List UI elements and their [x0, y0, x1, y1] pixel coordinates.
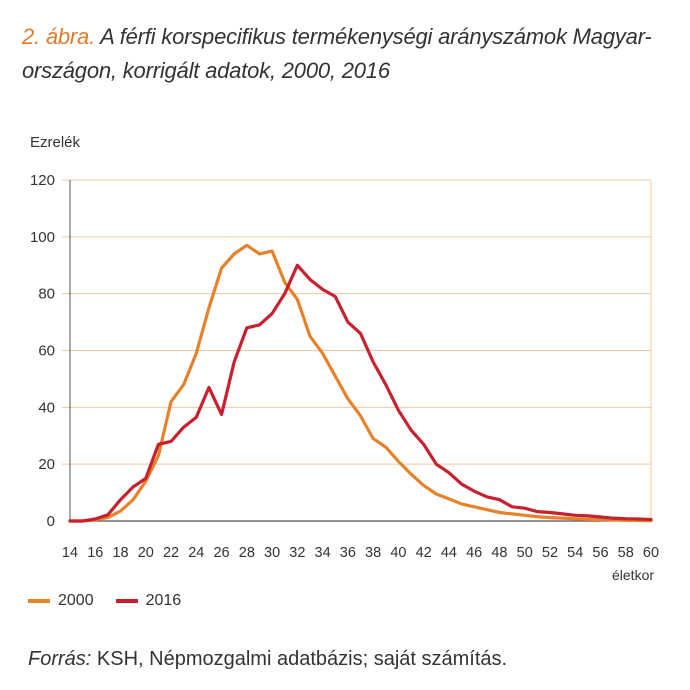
x-tick-label: 14 [62, 545, 78, 561]
x-tick-label: 56 [592, 545, 608, 561]
figure-label: 2. ábra. [22, 24, 96, 49]
x-tick-label: 30 [264, 545, 280, 561]
x-tick-label: 22 [163, 545, 179, 561]
legend-label-2016: 2016 [145, 592, 182, 609]
source-text: KSH, Népmozgalmi adatbázis; saját számít… [96, 648, 508, 670]
y-tick-label: 100 [30, 229, 55, 246]
y-tick-label: 0 [47, 513, 55, 530]
legend-swatch-2000 [28, 599, 50, 603]
x-tick-label: 52 [542, 545, 558, 561]
axis-layer: 0 20 40 60 80 100 120 14 16 18 20 22 24 26 28 30 32 34 36 3… [30, 172, 659, 561]
source-label: Forrás: [28, 648, 92, 670]
x-tick-label: 58 [618, 545, 634, 561]
grid-layer [62, 179, 652, 521]
x-tick-label: 36 [340, 545, 356, 561]
x-tick-label: 20 [138, 545, 154, 561]
x-tick-label: 50 [517, 545, 533, 561]
y-tick-label: 60 [38, 343, 55, 360]
x-tick-label: 38 [365, 545, 381, 561]
legend-label-2000: 2000 [58, 592, 94, 609]
figure-title: 2. ábra. A férfi korspecifikus termékeny… [22, 20, 672, 88]
legend-item-2000: 2000 [28, 592, 94, 610]
legend: 2000 2016 [28, 592, 203, 610]
x-tick-label: 54 [567, 545, 583, 561]
figure-title-line2: országon, korrigált adatok, 2000, 2016 [22, 58, 390, 83]
series-line-2016 [68, 263, 653, 523]
x-tick-label: 18 [112, 545, 128, 561]
x-tick-label: 34 [315, 545, 331, 561]
y-tick-label: 120 [30, 172, 55, 189]
y-axis-label: Ezrelék [30, 134, 81, 151]
x-tick-label: 42 [416, 545, 432, 561]
x-tick-label: 60 [643, 545, 659, 561]
legend-swatch-2016 [115, 599, 138, 603]
series-layer [68, 243, 653, 523]
figure-title-line1: A férfi korspecifikus termékenységi arán… [100, 24, 652, 49]
series-line-2000 [68, 243, 653, 523]
y-tick-label: 40 [38, 399, 55, 416]
x-tick-label: 26 [213, 545, 229, 561]
x-tick-label: 48 [491, 545, 507, 561]
y-tick-label: 20 [38, 456, 55, 473]
x-tick-label: 16 [87, 545, 103, 561]
x-tick-label: 40 [390, 545, 406, 561]
source-note: Forrás: KSH, Népmozgalmi adatbázis; sajá… [28, 648, 507, 671]
legend-item-2016: 2016 [115, 592, 182, 610]
x-tick-label: 46 [466, 545, 482, 561]
x-axis-label: életkor [612, 567, 655, 583]
x-tick-label: 44 [441, 545, 457, 561]
x-tick-label: 32 [289, 545, 305, 561]
x-tick-label: 28 [239, 545, 255, 561]
x-tick-label: 24 [188, 545, 204, 561]
y-tick-label: 80 [38, 286, 55, 303]
